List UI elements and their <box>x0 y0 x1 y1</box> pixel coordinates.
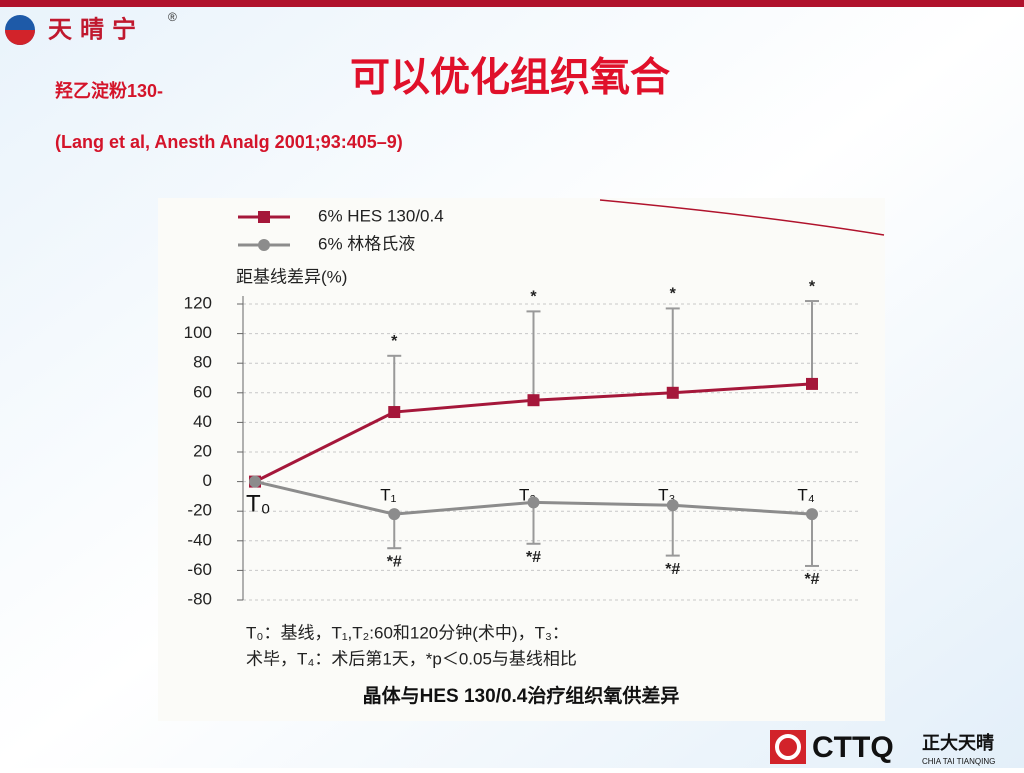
subtitle: 羟乙淀粉130- <box>55 80 163 101</box>
logo-text: 天晴宁 <box>48 15 144 43</box>
chart-panel <box>158 198 885 721</box>
footnote: 术毕，T₄：术后第1天，*p＜0.05与基线相比 <box>246 649 577 668</box>
brand-cn: 正大天晴 <box>922 732 994 753</box>
chart-caption: 晶体与HES 130/0.4治疗组织氧供差异 <box>363 684 680 707</box>
y-tick-label: 60 <box>193 382 212 401</box>
point <box>806 508 818 521</box>
registered-mark: ® <box>168 10 177 24</box>
citation: (Lang et al, Anesth Analg 2001;93:405–9) <box>55 132 403 152</box>
point <box>666 499 679 512</box>
y-tick-label: 120 <box>184 293 212 312</box>
slide-title: 可以优化组织氧合 <box>350 56 670 100</box>
legend-marker <box>258 239 270 251</box>
point <box>527 496 540 509</box>
point <box>806 377 818 390</box>
y-tick-label: 0 <box>203 471 212 490</box>
significance-marker: *# <box>804 571 819 588</box>
significance-marker: *# <box>526 549 541 566</box>
significance-marker: * <box>809 278 816 295</box>
y-tick-label: -80 <box>187 589 212 608</box>
legend-marker <box>258 211 270 223</box>
significance-marker: *# <box>387 553 402 570</box>
significance-marker: *# <box>665 561 680 578</box>
y-tick-label: -20 <box>187 501 212 520</box>
brand-en: CHIA TAI TIANQING <box>922 757 995 766</box>
brand-icon-ring <box>775 734 801 760</box>
x-category-label: T₄ <box>797 485 814 504</box>
decor-curve <box>599 199 885 236</box>
x-category-label: T₁ <box>380 485 396 504</box>
significance-marker: * <box>530 289 537 306</box>
y-tick-label: 40 <box>193 412 212 431</box>
point <box>666 386 679 399</box>
brand: CTTQ <box>812 731 894 764</box>
point <box>388 406 401 419</box>
y-tick-label: 100 <box>184 323 212 342</box>
point <box>249 475 261 488</box>
significance-marker: * <box>391 333 398 350</box>
y-tick-label: 80 <box>193 353 212 372</box>
top-bar <box>0 0 1024 7</box>
x-category-label: T₀ <box>246 490 271 517</box>
footnote: T₀：基线，T₁,T₂:60和120分钟(术中)，T₃： <box>246 623 569 642</box>
y-tick-label: -40 <box>187 530 212 549</box>
legend-label: 6% HES 130/0.4 <box>318 206 444 225</box>
logo-icon-lower <box>5 30 35 45</box>
y-axis-label: 距基线差异(%) <box>236 267 347 286</box>
legend-label: 6% 林格氏液 <box>318 234 415 253</box>
significance-marker: * <box>670 286 677 303</box>
y-tick-label: 20 <box>193 441 212 460</box>
y-tick-label: -60 <box>187 560 212 579</box>
point <box>388 508 401 521</box>
point <box>527 394 540 407</box>
